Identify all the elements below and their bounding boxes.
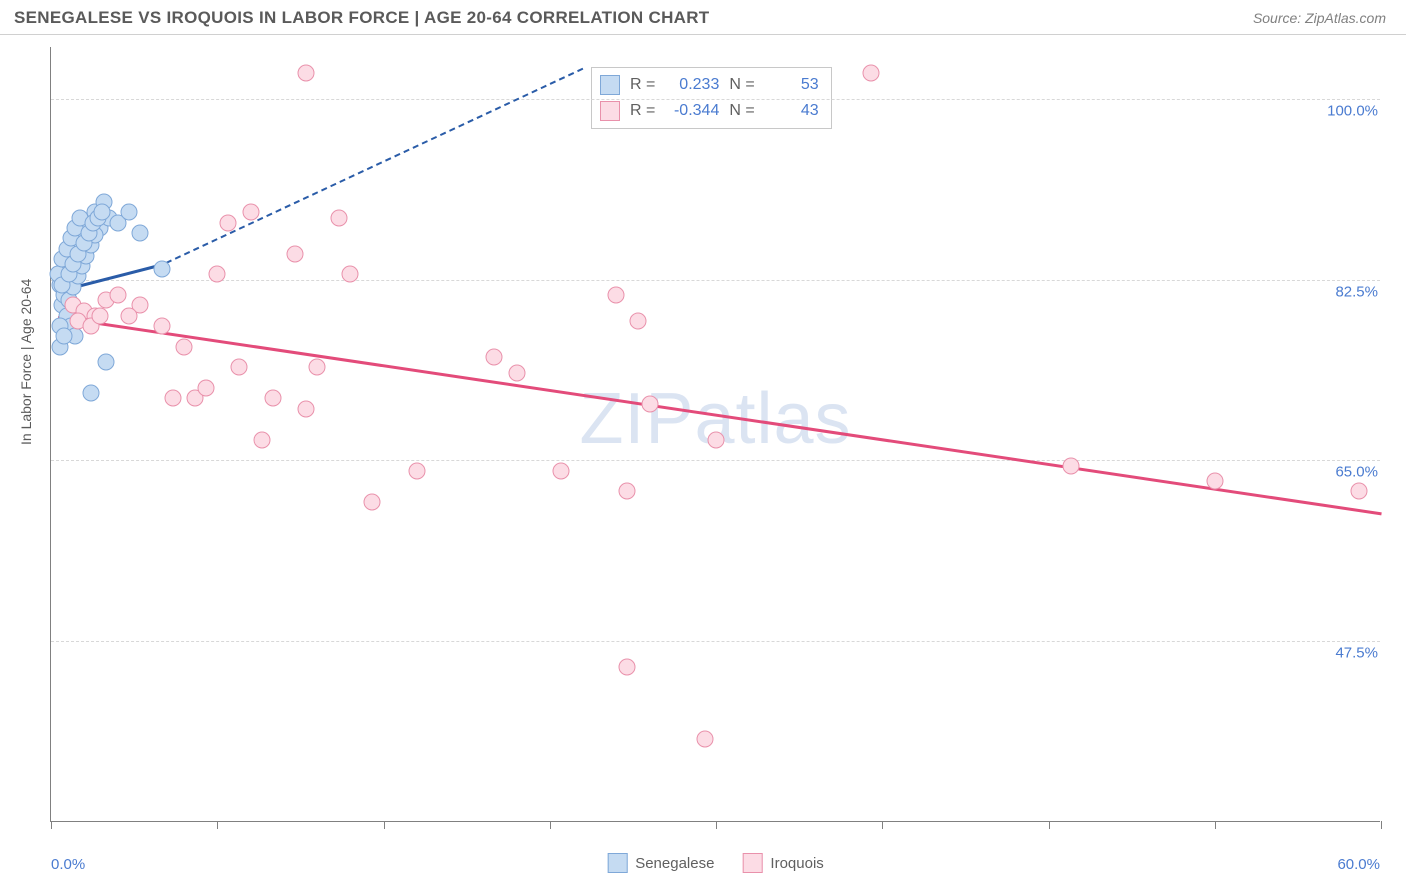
data-point [408,462,425,479]
legend-item-senegalese: Senegalese [607,853,714,873]
x-axis-min: 0.0% [51,856,85,873]
chart-header: SENEGALESE VS IROQUOIS IN LABOR FORCE | … [0,0,1406,35]
data-point [342,266,359,283]
gridline [51,641,1380,642]
y-tick-label: 82.5% [1331,283,1382,300]
data-point [286,245,303,262]
stats-row: R = 0.233 N = 53 [600,72,819,98]
n-label: N = [729,98,754,124]
gridline [51,99,1380,100]
data-point [82,385,99,402]
source-attribution: Source: ZipAtlas.com [1253,10,1386,26]
data-point [619,483,636,500]
x-tick [1049,821,1050,829]
trend-line [166,68,584,264]
r-label: R = [630,72,655,98]
data-point [696,731,713,748]
data-point [297,64,314,81]
swatch-senegalese [607,853,627,873]
x-tick [1215,821,1216,829]
legend-label: Senegalese [635,855,714,872]
n-value: 43 [765,98,819,124]
x-tick [384,821,385,829]
data-point [164,390,181,407]
data-point [109,287,126,304]
x-tick [882,821,883,829]
y-tick-label: 100.0% [1323,102,1382,119]
data-point [153,318,170,335]
gridline [51,460,1380,461]
data-point [131,225,148,242]
y-tick-label: 47.5% [1331,645,1382,662]
data-point [231,359,248,376]
data-point [630,312,647,329]
chart-title: SENEGALESE VS IROQUOIS IN LABOR FORCE | … [14,8,709,28]
data-point [198,380,215,397]
data-point [153,261,170,278]
data-point [331,209,348,226]
data-point [619,659,636,676]
data-point [297,400,314,417]
data-point [91,307,108,324]
data-point [93,204,110,221]
data-point [552,462,569,479]
x-tick [716,821,717,829]
data-point [220,214,237,231]
swatch-iroquois [600,101,620,121]
data-point [1206,473,1223,490]
y-tick-label: 65.0% [1331,464,1382,481]
n-label: N = [729,72,754,98]
x-tick [51,821,52,829]
data-point [1062,457,1079,474]
data-point [641,395,658,412]
data-point [309,359,326,376]
swatch-iroquois [742,853,762,873]
data-point [364,493,381,510]
r-value: -0.344 [665,98,719,124]
data-point [56,328,73,345]
stats-row: R = -0.344 N = 43 [600,98,819,124]
swatch-senegalese [600,75,620,95]
data-point [209,266,226,283]
n-value: 53 [765,72,819,98]
plot-area: ZIPatlas R = 0.233 N = 53 R = -0.344 N =… [50,47,1380,822]
data-point [508,364,525,381]
r-value: 0.233 [665,72,719,98]
data-point [120,307,137,324]
gridline [51,280,1380,281]
data-point [608,287,625,304]
data-point [253,431,270,448]
legend-label: Iroquois [770,855,823,872]
x-axis-max: 60.0% [1337,856,1380,873]
data-point [1350,483,1367,500]
trend-line [57,316,1381,515]
x-tick [1381,821,1382,829]
r-label: R = [630,98,655,124]
data-point [120,204,137,221]
data-point [708,431,725,448]
chart-container: In Labor Force | Age 20-64 ZIPatlas R = … [0,35,1406,885]
data-point [486,349,503,366]
data-point [98,354,115,371]
data-point [176,338,193,355]
data-point [863,64,880,81]
data-point [264,390,281,407]
x-tick [550,821,551,829]
y-axis-label: In Labor Force | Age 20-64 [18,279,34,445]
legend-item-iroquois: Iroquois [742,853,823,873]
legend: Senegalese Iroquois [607,853,824,873]
x-tick [217,821,218,829]
data-point [242,204,259,221]
